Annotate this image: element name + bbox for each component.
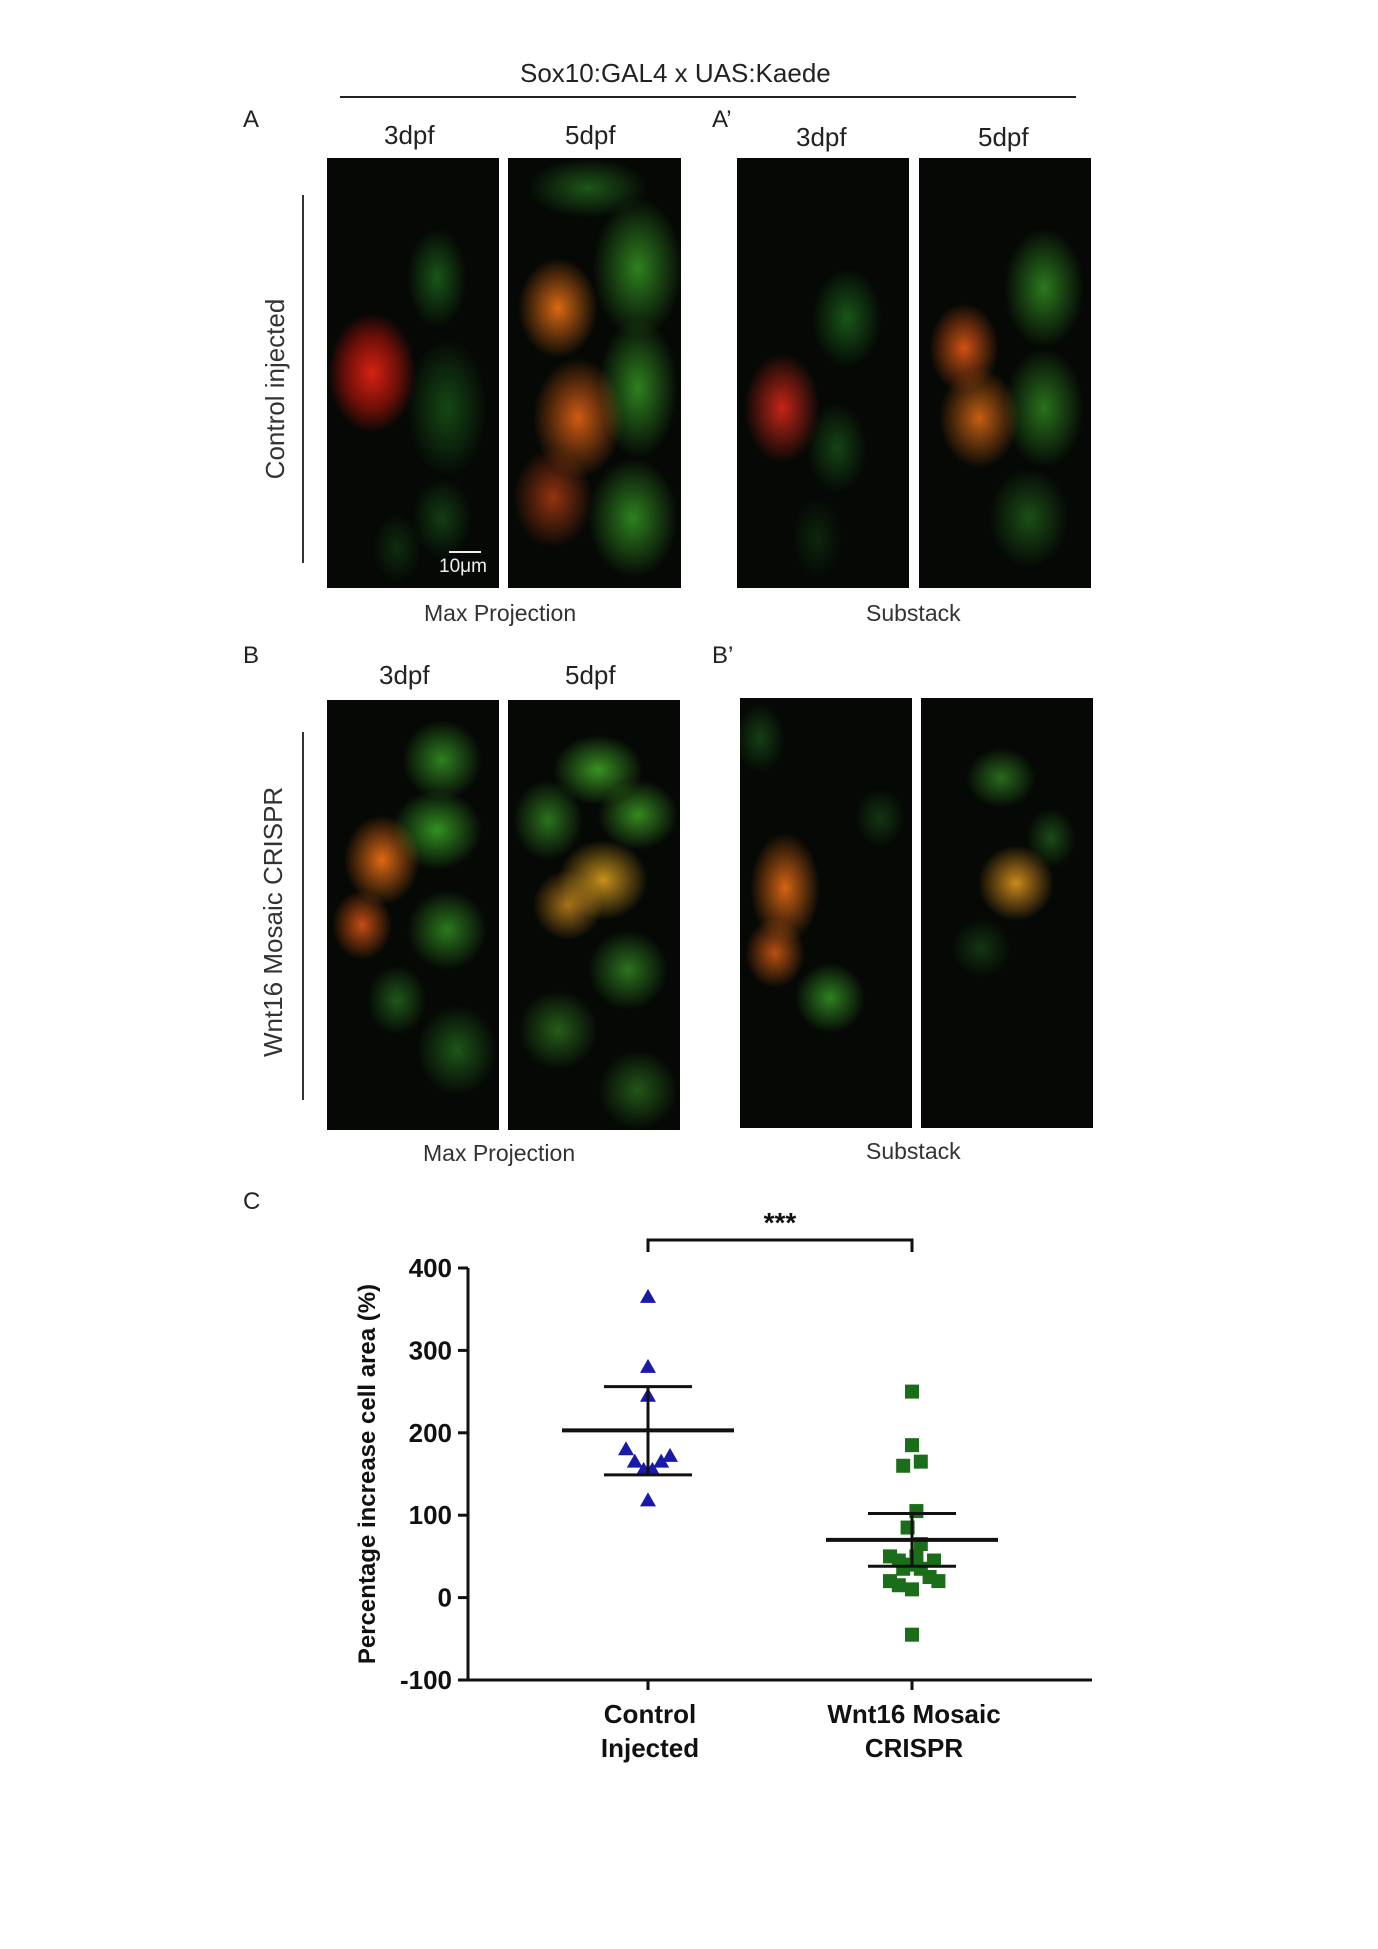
scale-bar [449,551,481,553]
micrograph-bprime-5dpf [921,698,1093,1128]
data-point-wnt16 [905,1582,919,1597]
col-label-a-5dpf: 5dpf [565,120,616,150]
data-point-wnt16 [913,1454,928,1469]
y-tick-label: -100 [400,1665,452,1695]
data-point-control [640,1288,656,1303]
data-point-control [662,1447,678,1462]
panel-letter-b: B [243,642,260,669]
caption-a: Max Projection [424,600,577,626]
y-tick-label: 100 [409,1500,452,1530]
row-divider-control [302,195,304,563]
y-tick-label: 0 [438,1583,452,1613]
micrograph-b-3dpf [327,700,499,1130]
data-point-control [626,1453,643,1468]
micrograph-a-5dpf [508,158,681,588]
scale-bar-label: 10μm [439,556,487,577]
data-point-wnt16 [905,1438,919,1453]
y-tick-label: 200 [409,1418,452,1448]
col-label-a-3dpf: 3dpf [384,120,435,150]
micrograph-bprime-3dpf [740,698,912,1128]
micrograph-aprime-5dpf [919,158,1091,588]
x-tick-label: CRISPR [865,1733,963,1763]
caption-aprime: Substack [866,600,961,626]
micrograph-b-5dpf [508,700,680,1130]
panel-letter-c: C [243,1188,261,1215]
caption-bprime: Substack [866,1138,961,1164]
data-point-wnt16 [905,1384,919,1399]
micrograph-aprime-3dpf [737,158,909,588]
x-tick-label: Injected [601,1733,699,1763]
y-tick-label: 300 [409,1335,452,1365]
col-label-aprime-3dpf: 3dpf [796,122,847,152]
caption-b: Max Projection [423,1140,576,1166]
col-label-aprime-5dpf: 5dpf [978,122,1029,152]
x-tick-label: Control [604,1699,696,1729]
data-point-wnt16 [927,1553,941,1568]
col-label-b-3dpf: 3dpf [379,660,430,690]
data-point-control [653,1453,670,1468]
micrograph-a-3dpf: 10μm [327,158,499,588]
data-point-control [640,1358,656,1373]
data-point-wnt16 [931,1574,946,1589]
data-point-wnt16 [905,1627,919,1642]
x-tick-label: Wnt16 Mosaic [827,1699,1000,1729]
panel-letter-b-prime: B’ [712,642,734,669]
figure-title: Sox10:GAL4 x UAS:Kaede [520,58,831,88]
row-divider-wnt16 [302,732,304,1100]
data-point-wnt16 [896,1561,911,1576]
significance-label: *** [764,1207,797,1238]
panel-letter-a: A [243,106,260,133]
data-point-wnt16 [891,1578,906,1593]
significance-bracket [646,1238,914,1252]
data-point-control [640,1492,656,1507]
data-point-control [618,1441,634,1456]
y-axis-label: Percentage increase cell area (%) [354,1284,381,1664]
panel-letter-a-prime: A’ [712,106,732,133]
col-label-b-5dpf: 5dpf [565,660,616,690]
y-tick-label: 400 [409,1253,452,1283]
title-underline [340,96,1076,98]
data-point-wnt16 [896,1458,911,1473]
